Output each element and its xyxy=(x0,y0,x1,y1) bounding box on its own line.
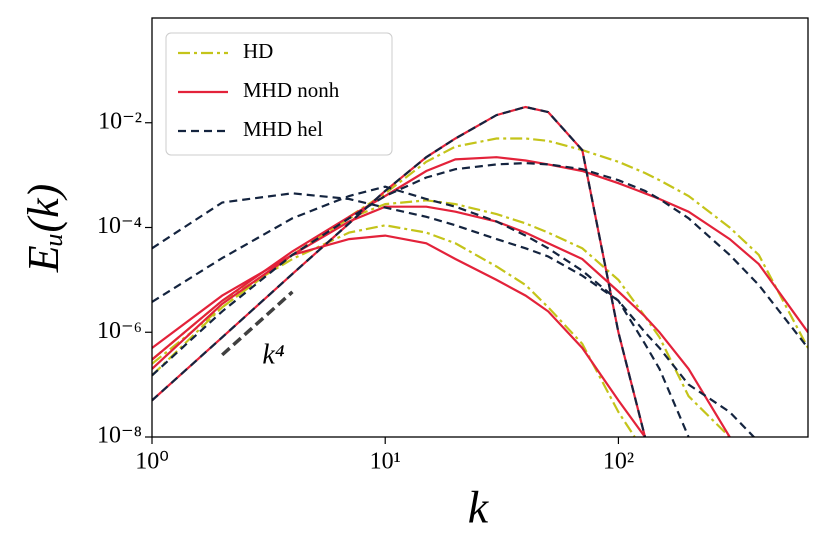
data-line xyxy=(152,137,808,377)
x-axis-label: k xyxy=(468,482,490,533)
plot-frame xyxy=(151,17,809,438)
legend-label: MHD hel xyxy=(243,117,323,141)
data-line xyxy=(152,192,756,437)
y-tick-label: 10⁻⁸ xyxy=(97,423,142,449)
reference-line xyxy=(221,290,294,357)
data-line xyxy=(152,185,690,437)
data-line xyxy=(152,105,647,437)
y-tick-label: 10⁻⁶ xyxy=(97,318,142,344)
data-line xyxy=(152,234,646,437)
x-tick-label: 10² xyxy=(603,449,634,475)
x-tick-label: 10⁰ xyxy=(135,449,169,475)
data-line xyxy=(152,161,808,377)
annotation: k⁴ xyxy=(262,339,284,370)
data-line xyxy=(152,224,637,437)
y-tick-label: 10⁻⁴ xyxy=(97,213,142,239)
plot-area xyxy=(152,105,808,437)
legend-label: HD xyxy=(243,39,273,63)
y-tick-label: 10⁻² xyxy=(98,108,142,134)
legend-box xyxy=(165,32,393,156)
data-line xyxy=(152,199,731,437)
data-line xyxy=(152,205,731,437)
data-line xyxy=(152,156,808,361)
y-axis-label: Eᵤ(k) xyxy=(19,184,68,274)
legend-label: MHD nonh xyxy=(243,78,340,102)
data-line xyxy=(152,105,647,437)
x-tick-label: 10¹ xyxy=(370,449,401,475)
